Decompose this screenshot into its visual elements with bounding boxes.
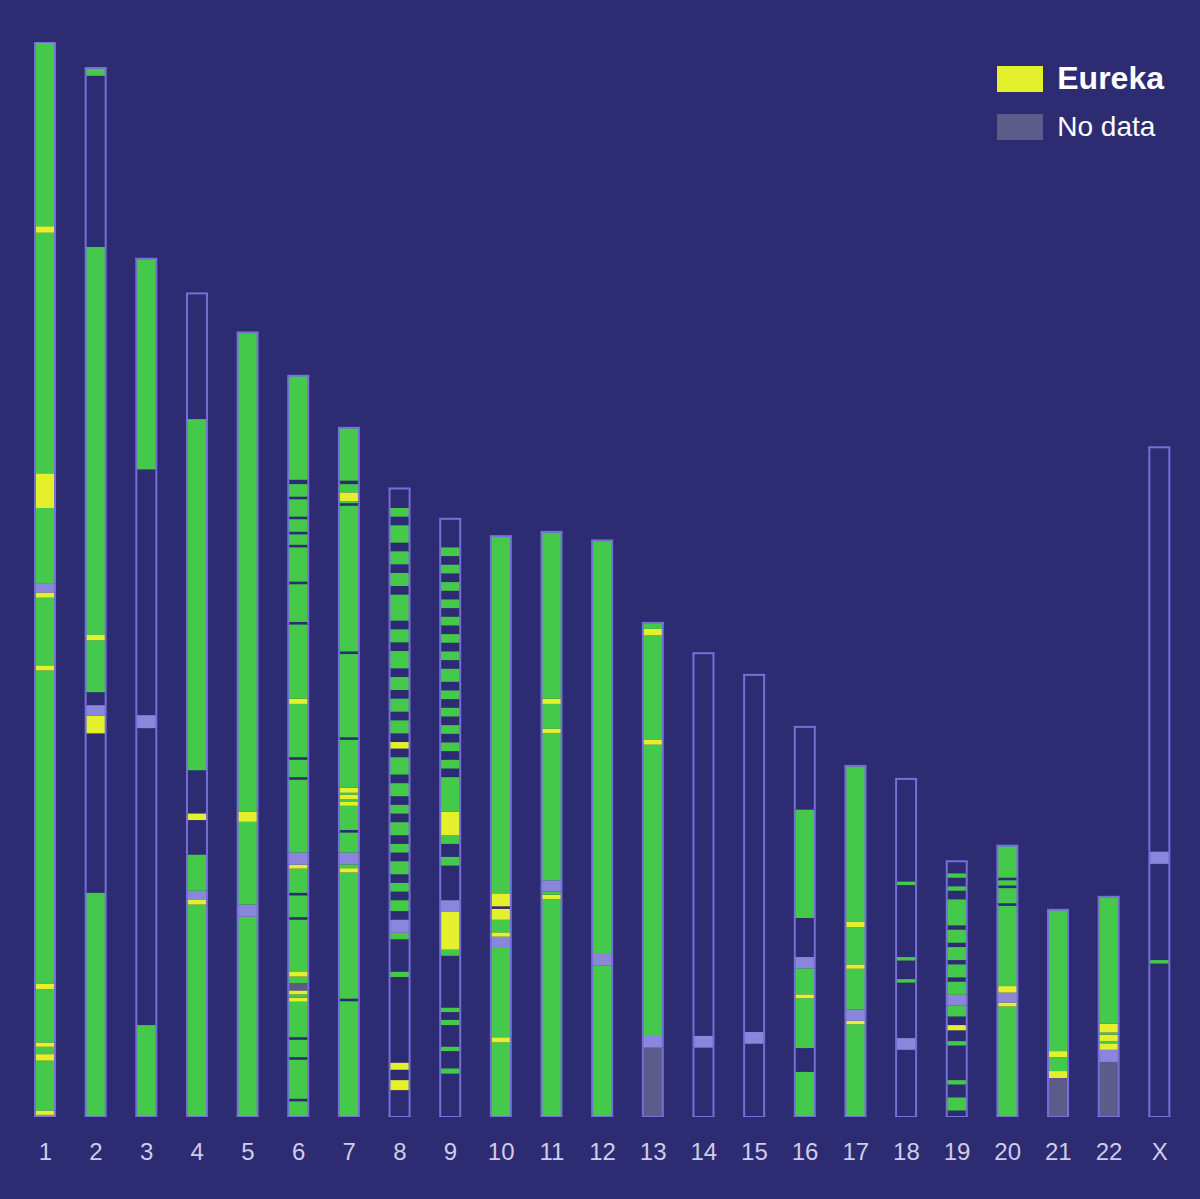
- svg-text:10: 10: [488, 1138, 515, 1165]
- svg-text:3: 3: [140, 1138, 153, 1165]
- svg-text:2: 2: [89, 1138, 102, 1165]
- svg-text:5: 5: [241, 1138, 254, 1165]
- svg-text:16: 16: [792, 1138, 819, 1165]
- svg-text:4: 4: [191, 1138, 204, 1165]
- svg-text:8: 8: [393, 1138, 406, 1165]
- svg-text:15: 15: [741, 1138, 768, 1165]
- svg-text:17: 17: [842, 1138, 869, 1165]
- svg-text:14: 14: [690, 1138, 717, 1165]
- svg-text:20: 20: [994, 1138, 1021, 1165]
- svg-text:X: X: [1152, 1138, 1168, 1165]
- svg-text:21: 21: [1045, 1138, 1072, 1165]
- svg-text:6: 6: [292, 1138, 305, 1165]
- svg-text:1: 1: [39, 1138, 52, 1165]
- svg-text:18: 18: [893, 1138, 920, 1165]
- svg-text:7: 7: [343, 1138, 356, 1165]
- svg-text:11: 11: [539, 1138, 564, 1165]
- svg-text:19: 19: [944, 1138, 971, 1165]
- html-text:No data: No data: [1057, 111, 1156, 142]
- svg-text:9: 9: [444, 1138, 457, 1165]
- html-text:Eureka: Eureka: [1057, 60, 1164, 96]
- svg-text:12: 12: [589, 1138, 616, 1165]
- svg-text:13: 13: [640, 1138, 667, 1165]
- svg-text:22: 22: [1096, 1138, 1123, 1165]
